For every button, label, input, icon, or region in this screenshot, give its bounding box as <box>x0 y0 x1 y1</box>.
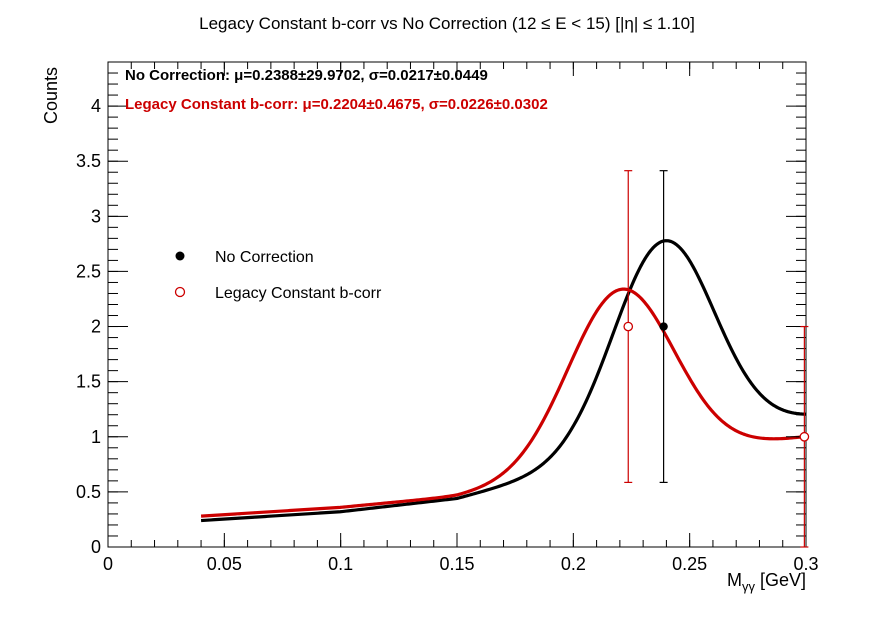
data-points <box>623 170 810 548</box>
data-point-series-1 <box>799 431 810 442</box>
y-tick-label: 0 <box>91 537 101 557</box>
y-tick-label: 3.5 <box>76 151 101 171</box>
y-tick-label: 2.5 <box>76 261 101 281</box>
legend-marker-legacy-bcorr <box>174 286 186 298</box>
y-axis-title: Counts <box>41 67 61 124</box>
x-axis-title-subscript: γγ <box>742 579 756 594</box>
stats-legacy-bcorr: Legacy Constant b-corr: μ=0.2204±0.4675,… <box>125 96 548 113</box>
y-tick-label: 3 <box>91 206 101 226</box>
y-tick-label: 2 <box>91 317 101 337</box>
legend-label-legacy-bcorr: Legacy Constant b-corr <box>215 285 382 302</box>
y-tick-label: 0.5 <box>76 482 101 502</box>
fit-curves <box>200 239 807 523</box>
fit-curve-series-1 <box>200 287 807 518</box>
chart-title: Legacy Constant b-corr vs No Correction … <box>199 14 695 33</box>
data-point-series-0 <box>659 322 668 331</box>
x-tick-label: 0.2 <box>561 554 586 574</box>
x-tick-label: 0.25 <box>672 554 707 574</box>
x-axis-title-unit: [GeV] <box>755 570 806 590</box>
x-tick-label: 0.3 <box>793 554 818 574</box>
x-axis-title: Mγγ [GeV] <box>727 570 806 594</box>
data-point-series-1 <box>623 321 634 332</box>
x-tick-label: 0.15 <box>439 554 474 574</box>
fit-curve-series-0 <box>200 239 807 523</box>
y-tick-label: 1 <box>91 427 101 447</box>
x-tick-label: 0.1 <box>328 554 353 574</box>
stats-no-correction: No Correction: μ=0.2388±29.9702, σ=0.021… <box>125 67 488 84</box>
legend: No Correction Legacy Constant b-corr <box>174 249 382 302</box>
x-axis-title-main: M <box>727 570 742 590</box>
legend-label-no-correction: No Correction <box>215 249 314 266</box>
y-tick-label: 1.5 <box>76 372 101 392</box>
legend-marker-no-correction <box>175 251 185 261</box>
y-tick-label: 4 <box>91 96 101 116</box>
x-tick-label: 0 <box>103 554 113 574</box>
x-tick-label: 0.05 <box>207 554 242 574</box>
